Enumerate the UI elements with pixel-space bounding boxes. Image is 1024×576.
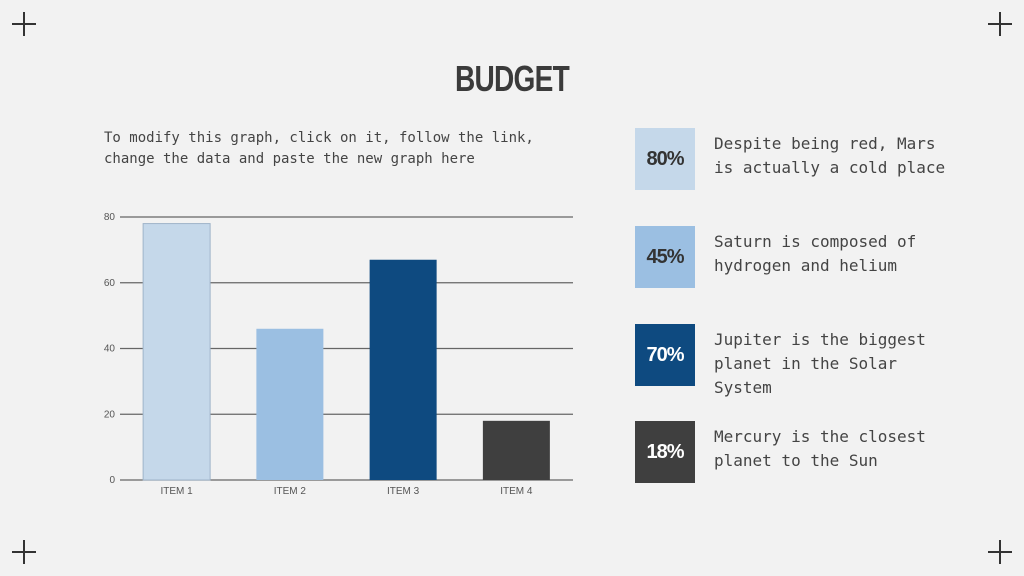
percent-badge-1: 80% [635, 128, 695, 190]
bar-2 [256, 328, 324, 480]
y-tick-label-80: 80 [104, 212, 116, 223]
y-tick-label-0: 0 [109, 475, 115, 486]
legend-text-1: Despite being red, Mars is actually a co… [714, 134, 946, 177]
corner-cross-bottom-right [988, 540, 1012, 564]
bar-3 [369, 259, 437, 480]
x-tick-label-2: ITEM 2 [274, 486, 307, 497]
percent-badge-3: 70% [635, 324, 695, 386]
legend-text-2: Saturn is composed of hydrogen and heliu… [714, 232, 917, 275]
legend-item-1: 80% Despite being red, Mars is actually … [635, 128, 955, 190]
legend-text-3: Jupiter is the biggest planet in the Sol… [714, 330, 926, 397]
y-tick-label-20: 20 [104, 409, 116, 420]
legend-text-4: Mercury is the closest planet to the Sun [714, 427, 926, 470]
bar-1 [142, 223, 211, 481]
y-tick-label-60: 60 [104, 278, 116, 289]
x-tick-label-3: ITEM 3 [387, 486, 420, 497]
bar-chart[interactable]: 0 20 40 60 80 ITEM 1 ITEM 2 ITEM 3 ITEM 4 [96, 205, 586, 505]
intro-text: To modify this graph, click on it, follo… [104, 130, 534, 167]
percent-badge-4: 18% [635, 421, 695, 483]
corner-cross-bottom-left [12, 540, 36, 564]
legend-item-4: 18% Mercury is the closest planet to the… [635, 421, 955, 483]
corner-cross-top-right [988, 12, 1012, 36]
y-tick-label-40: 40 [104, 344, 116, 355]
slide-title: BUDGET [455, 58, 570, 99]
legend-item-3: 70% Jupiter is the biggest planet in the… [635, 324, 955, 397]
legend-item-2: 45% Saturn is composed of hydrogen and h… [635, 226, 955, 288]
percent-badge-2: 45% [635, 226, 695, 288]
corner-cross-top-left [12, 12, 36, 36]
x-tick-label-4: ITEM 4 [500, 486, 533, 497]
x-tick-label-1: ITEM 1 [161, 486, 194, 497]
bar-4 [482, 420, 550, 480]
